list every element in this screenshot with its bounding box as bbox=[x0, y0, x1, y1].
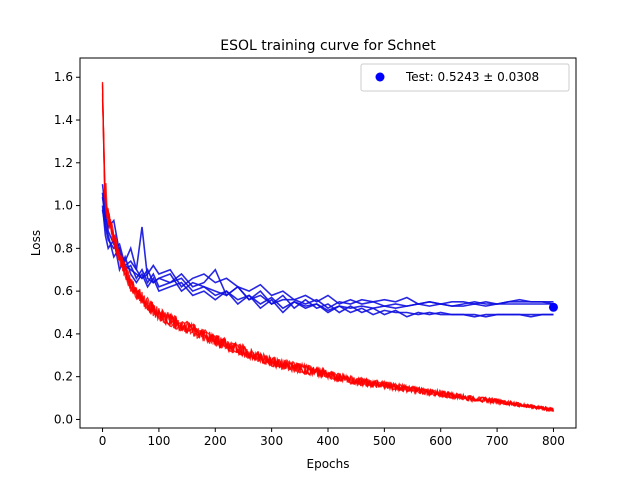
y-tick-label: 1.4 bbox=[54, 113, 73, 127]
y-tick-label: 0.2 bbox=[54, 370, 73, 384]
x-tick-label: 400 bbox=[317, 434, 340, 448]
test-points bbox=[548, 302, 558, 312]
x-tick-label: 500 bbox=[373, 434, 396, 448]
x-tick-label: 200 bbox=[204, 434, 227, 448]
y-tick-label: 1.0 bbox=[54, 199, 73, 213]
y-tick-label: 0.4 bbox=[54, 327, 73, 341]
validation-line bbox=[101, 192, 554, 312]
x-tick-label: 300 bbox=[260, 434, 283, 448]
y-tick-label: 1.2 bbox=[54, 156, 73, 170]
x-tick-label: 800 bbox=[542, 434, 565, 448]
x-axis-label: Epochs bbox=[307, 457, 350, 471]
train-line bbox=[101, 93, 554, 413]
x-tick-label: 600 bbox=[429, 434, 452, 448]
legend-entry: Test: 0.5243 ± 0.0308 bbox=[405, 70, 539, 84]
y-axis-label: Loss bbox=[29, 230, 43, 256]
x-axis-ticks: 0 100 200 300 400 500 600 700 800 bbox=[99, 428, 565, 448]
y-tick-label: 0.0 bbox=[54, 412, 73, 426]
x-tick-label: 100 bbox=[147, 434, 170, 448]
y-axis-ticks: 0.0 0.2 0.4 0.6 0.8 1.0 1.2 1.4 1.6 bbox=[54, 70, 80, 426]
x-tick-label: 700 bbox=[486, 434, 509, 448]
y-tick-label: 1.6 bbox=[54, 70, 73, 84]
validation-lines bbox=[101, 184, 554, 318]
train-line bbox=[101, 99, 554, 413]
train-lines bbox=[101, 81, 555, 413]
plot-area bbox=[101, 81, 558, 413]
validation-line bbox=[101, 209, 554, 310]
test-point bbox=[548, 302, 558, 312]
x-tick-label: 0 bbox=[99, 434, 107, 448]
y-tick-label: 0.6 bbox=[54, 284, 73, 298]
legend: Test: 0.5243 ± 0.0308 bbox=[360, 63, 570, 92]
legend-box bbox=[360, 63, 570, 92]
y-tick-label: 0.8 bbox=[54, 241, 73, 255]
chart-title: ESOL training curve for Schnet bbox=[220, 38, 436, 54]
legend-marker bbox=[375, 72, 385, 82]
